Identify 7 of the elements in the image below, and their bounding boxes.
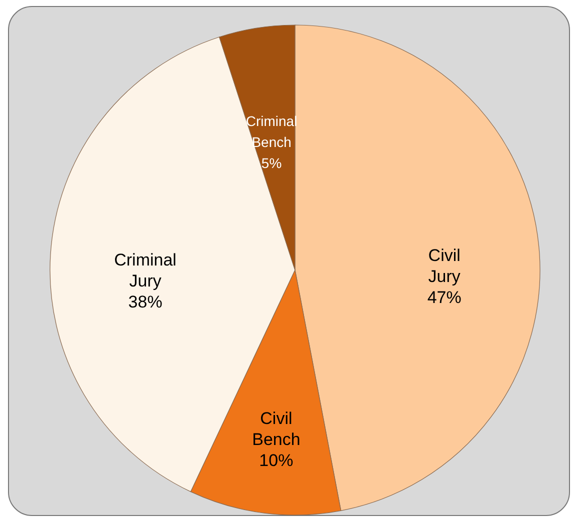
data-label: 5% <box>261 154 282 171</box>
slice-label: Civil Bench <box>252 408 300 449</box>
slice-label: Civil Jury <box>428 246 461 286</box>
data-label: 38% <box>128 292 162 312</box>
data-label: 10% <box>259 450 294 470</box>
slice-label: Criminal Jury <box>114 250 176 291</box>
data-label: 47% <box>427 288 462 307</box>
